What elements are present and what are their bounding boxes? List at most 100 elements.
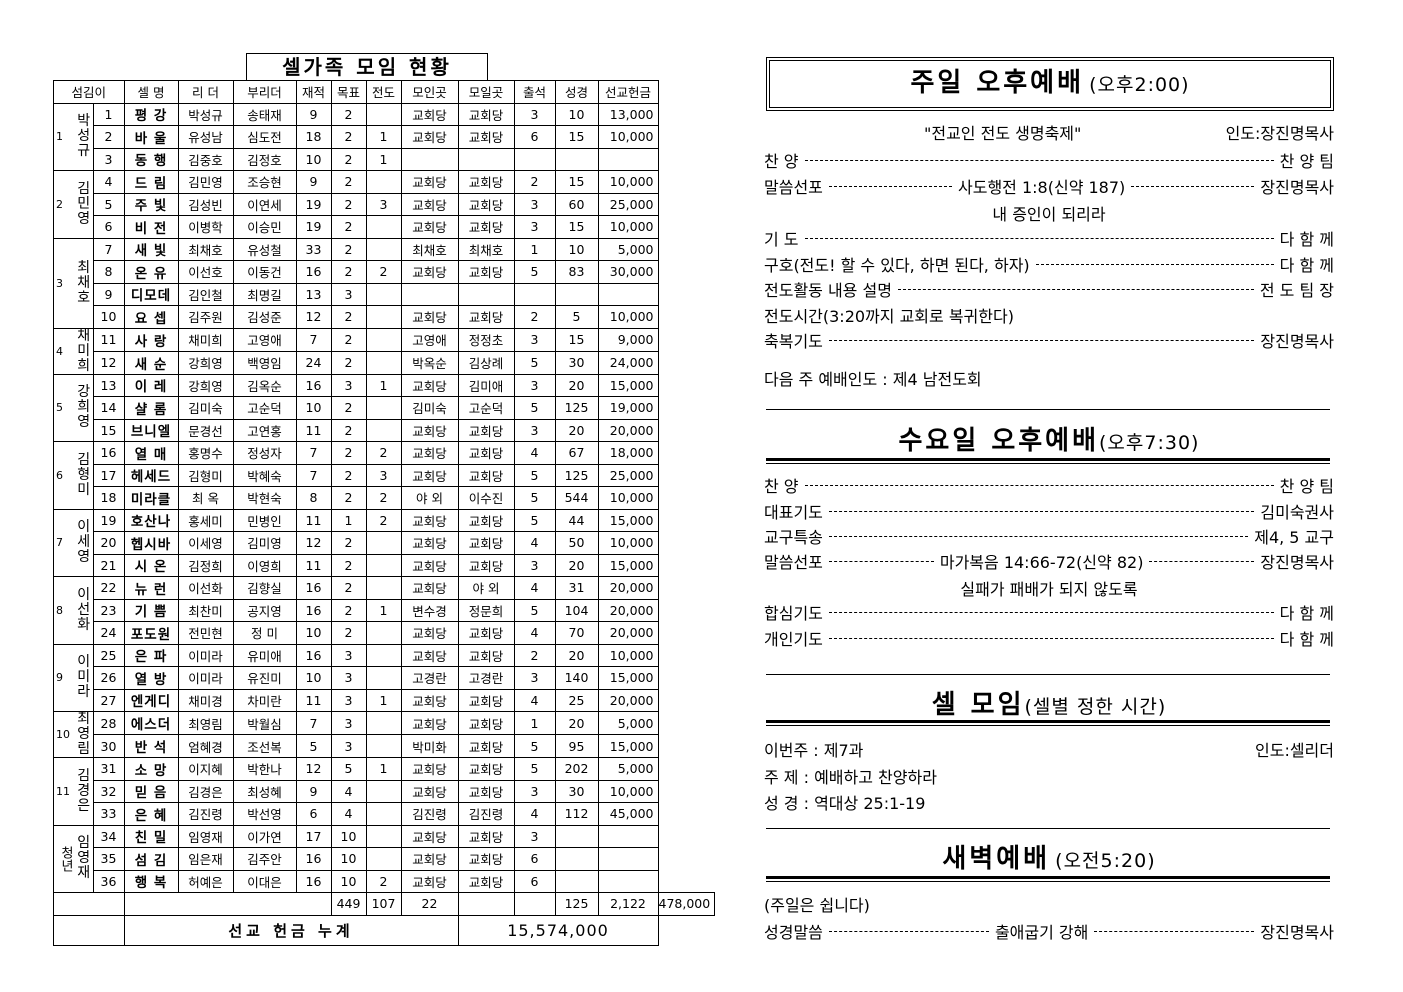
table-cell: 교회당 [457, 215, 515, 239]
table-cell: 강희영 [177, 350, 234, 375]
table-cell: 교회당 [400, 441, 459, 465]
group-number: 7 [53, 508, 75, 577]
table-cell: 2 [365, 441, 402, 465]
table-cell: 김진령 [400, 802, 459, 826]
group-number: 3 [53, 237, 75, 329]
table-row: 20 헵시바 이세영 김미영 12 2 교회당 교회당 4 50 10,000 [54, 531, 715, 555]
wednesday-title: 수요일 오후예배 [898, 426, 1100, 456]
table-cell: 박월심 [232, 711, 297, 735]
table-cell: 조선복 [232, 734, 297, 758]
table-cell: 사 랑 [123, 327, 179, 352]
table-cell: 최찬미 [177, 598, 234, 622]
table-cell: 이수진 [457, 486, 515, 510]
table-cell: 교회당 [457, 418, 515, 442]
table-cell: 30,000 [597, 260, 659, 284]
table-cell: 6 [513, 847, 556, 871]
table-cell: 16 [295, 643, 332, 667]
table-cell: 교회당 [400, 260, 459, 284]
table-cell: 1 [513, 711, 556, 735]
group-number: 5 [53, 373, 75, 442]
item-scripture: 마가복음 14:66-72(신약 82) [939, 553, 1144, 572]
table-cell: 교회당 [400, 824, 459, 848]
group-leader-name: 이선화 [75, 576, 94, 645]
table-cell: 교회당 [457, 463, 515, 487]
column-header: 출석 [513, 80, 556, 104]
table-cell: 13 [92, 373, 125, 397]
group-number: 11 [53, 757, 75, 826]
table-cell [365, 734, 402, 758]
item-label: 대표기도 [764, 503, 823, 522]
table-cell: 새 빛 [123, 237, 179, 261]
table-row: 26 열 방 이미라 유진미 10 3 고경란 고경란 3 140 15,000 [54, 666, 715, 690]
table-cell: 백영임 [232, 350, 297, 375]
cell-scripture: 성 경 : 역대상 25:1-19 [764, 794, 926, 813]
table-cell: 전민현 [177, 621, 234, 645]
table-cell: 8 [92, 260, 125, 284]
table-cell [554, 847, 599, 871]
table-cell: 5,000 [597, 711, 659, 735]
table-cell: 뉴 런 [123, 576, 179, 600]
table-cell: 채미희 [177, 327, 234, 352]
table-cell: 544 [554, 486, 599, 510]
table-cell: 5 [92, 192, 125, 216]
table-cell: 6 [513, 869, 556, 893]
table-cell: 15 [92, 418, 125, 442]
table-cell: 박현숙 [232, 486, 297, 510]
table-cell: 16 [295, 576, 332, 600]
table-cell [597, 869, 659, 893]
table-cell: 교회당 [400, 757, 459, 781]
table-cell: 9 [92, 282, 125, 306]
table-cell: 1 [365, 598, 402, 622]
group-leader-name: 임영재 [75, 824, 94, 893]
table-cell: 27 [92, 688, 125, 712]
table-cell: 2 [330, 327, 367, 352]
table-cell: 교회당 [400, 508, 459, 532]
dash-leader [828, 339, 1255, 341]
dash-leader [828, 535, 1249, 537]
table-cell: 유진미 [232, 666, 297, 690]
item-person: 찬 양 팀 [1279, 152, 1334, 171]
table-cell: 32 [92, 779, 125, 803]
sunday-title: 주일 오후예배 [910, 68, 1085, 98]
total-enrolled: 449 [330, 892, 367, 916]
table-cell: 헤세드 [123, 463, 179, 487]
table-cell [365, 102, 402, 126]
table-cell: 교회당 [457, 757, 515, 781]
table-cell [597, 847, 659, 871]
table-cell: 김중호 [177, 147, 234, 171]
table-cell [365, 418, 402, 442]
group-leader-name: 이세영 [75, 508, 94, 577]
table-cell: 20,000 [597, 598, 659, 622]
table-cell: 교회당 [400, 215, 459, 239]
total-goal: 107 [365, 892, 402, 916]
table-cell: 16 [295, 847, 332, 871]
table-row: 10 최영림 28 에스더 최영림 박월심 7 3 교회당 교회당 1 20 5,000 [53, 711, 715, 758]
table-cell: 17 [295, 824, 332, 848]
table-cell: 디모데 [123, 282, 179, 306]
group-leader-name: 최영림 [75, 711, 94, 758]
table-cell: 김미숙 [400, 396, 459, 420]
column-header: 모일곳 [457, 80, 515, 104]
table-cell: 김옥순 [232, 373, 297, 397]
table-cell: 2 [330, 102, 367, 126]
table-cell: 31 [554, 576, 599, 600]
table-cell: 교회당 [400, 102, 459, 126]
group-leader-name: 김민영 [75, 170, 94, 239]
table-cell: 교회당 [457, 621, 515, 645]
table-cell: 3 [513, 327, 556, 352]
cell-topic: 주 제 : 예배하고 찬양하라 [764, 768, 937, 787]
order-item: 전도활동 내용 설명 전 도 팀 장 [764, 277, 1334, 301]
empty-cell [53, 892, 125, 916]
table-cell: 15 [554, 327, 599, 352]
table-cell: 최명길 [232, 282, 297, 306]
table-row: 7 이세영 19 호산나 홍세미 민병인 11 1 2 교회당 교회당 5 44 15,000 [53, 508, 715, 577]
table-cell: 2 [330, 147, 367, 171]
empty-cell [457, 892, 515, 916]
table-cell: 공지영 [232, 598, 297, 622]
table-cell: 5 [513, 396, 556, 420]
item-person: 장진명목사 [1260, 553, 1335, 572]
cell-time: (셀별 정한 시간) [1024, 696, 1167, 718]
table-cell: 3 [513, 418, 556, 442]
table-cell: 1 [365, 147, 402, 171]
table-cell: 9 [295, 102, 332, 126]
